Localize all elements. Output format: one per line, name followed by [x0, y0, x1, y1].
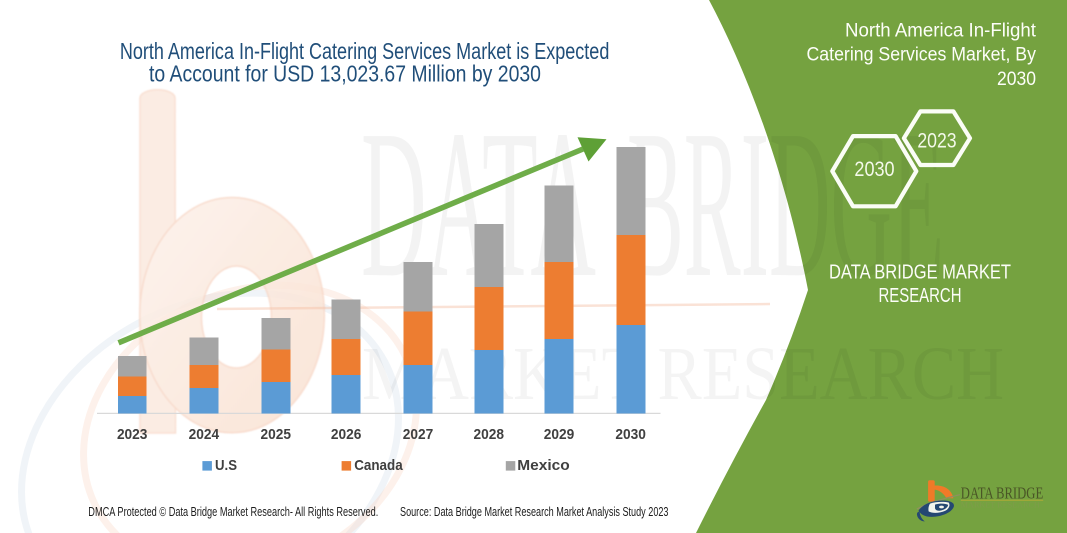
svg-text:2030: 2030	[997, 69, 1036, 90]
svg-text:U.S: U.S	[215, 457, 237, 474]
svg-text:DATA BRIDGE MARKET: DATA BRIDGE MARKET	[829, 262, 1011, 284]
svg-text:to Account for USD 13,023.67 M: to Account for USD 13,023.67 Million by …	[149, 61, 541, 87]
svg-text:2030: 2030	[615, 426, 646, 443]
svg-text:North America In-Flight: North America In-Flight	[845, 21, 1037, 42]
svg-text:2030: 2030	[854, 157, 894, 181]
svg-text:2024: 2024	[189, 426, 220, 443]
svg-text:Catering Services Market, By: Catering Services Market, By	[807, 45, 1037, 66]
svg-text:2027: 2027	[403, 426, 434, 443]
svg-text:2023: 2023	[117, 426, 148, 443]
svg-text:Source: Data Bridge Market Res: Source: Data Bridge Market Research Mark…	[400, 505, 669, 519]
svg-text:2025: 2025	[261, 426, 292, 443]
svg-text:Canada: Canada	[354, 457, 403, 474]
svg-text:Mexico: Mexico	[517, 457, 569, 474]
svg-text:2026: 2026	[331, 426, 362, 443]
svg-text:DATA BRIDGE: DATA BRIDGE	[961, 483, 1043, 502]
svg-text:MARKET RESEARCH: MARKET RESEARCH	[961, 501, 1040, 510]
svg-text:RESEARCH: RESEARCH	[879, 285, 962, 307]
svg-text:2029: 2029	[544, 426, 575, 443]
svg-text:DMCA Protected © Data Bridge M: DMCA Protected © Data Bridge Market Rese…	[88, 505, 378, 519]
svg-text:2023: 2023	[917, 128, 956, 152]
svg-text:North America In-Flight Cateri: North America In-Flight Catering Service…	[120, 38, 610, 64]
svg-text:2028: 2028	[474, 426, 505, 443]
